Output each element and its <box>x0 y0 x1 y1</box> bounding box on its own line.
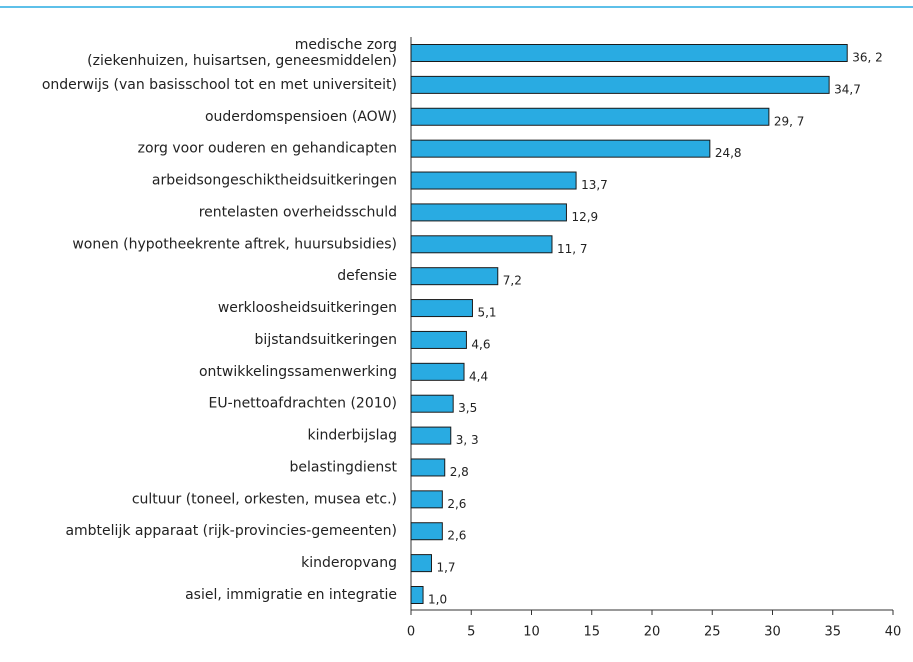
value-label: 4,4 <box>469 369 488 383</box>
value-label: 29, 7 <box>774 114 805 128</box>
value-label: 2,6 <box>447 529 466 543</box>
x-tick-label: 40 <box>885 625 902 640</box>
x-tick-label: 20 <box>644 625 661 640</box>
bar <box>410 139 711 158</box>
category-label: belastingdienst <box>290 459 398 475</box>
category-label: ouderdomspensioen (AOW) <box>205 109 397 125</box>
bar <box>410 235 553 254</box>
category-label: zorg voor ouderen en gehandicapten <box>138 141 397 157</box>
category-label: kinderopvang <box>301 555 397 571</box>
bar <box>410 394 454 413</box>
bar <box>410 490 443 509</box>
category-label: defensie <box>337 268 397 284</box>
value-label: 12,9 <box>571 210 598 224</box>
bar <box>410 44 848 62</box>
bar <box>410 299 473 318</box>
bar <box>410 171 577 190</box>
category-label: rentelasten overheidsschuld <box>199 204 397 220</box>
value-label: 36, 2 <box>852 51 883 65</box>
x-tick-label: 25 <box>704 625 721 640</box>
category-label: medische zorg (ziekenhuizen, huisartsen, … <box>87 37 397 69</box>
value-label: 2,8 <box>450 465 469 479</box>
value-label: 13,7 <box>581 178 608 192</box>
value-label: 4,6 <box>471 337 490 351</box>
x-tick-label: 5 <box>467 625 475 640</box>
bar <box>410 554 432 573</box>
value-label: 2,6 <box>447 497 466 511</box>
value-label: 3,5 <box>458 401 477 415</box>
x-tick-label: 0 <box>407 625 415 640</box>
category-label: EU-nettoafdrachten (2010) <box>209 396 397 412</box>
bar <box>410 522 443 541</box>
x-tick-label: 35 <box>824 625 841 640</box>
category-label: cultuur (toneel, orkesten, musea etc.) <box>132 491 397 507</box>
bar <box>410 267 499 286</box>
bar <box>410 362 465 381</box>
bar <box>410 586 424 604</box>
value-label: 1,7 <box>436 561 455 575</box>
value-label: 24,8 <box>715 146 742 160</box>
x-tick-label: 10 <box>523 625 540 640</box>
category-label: asiel, immigratie en integratie <box>185 587 397 603</box>
bar <box>410 426 452 445</box>
value-label: 7,2 <box>503 274 522 288</box>
bar <box>410 107 770 126</box>
category-label: onderwijs (van basisschool tot en met un… <box>42 77 397 93</box>
category-label: bijstandsuitkeringen <box>255 332 397 348</box>
x-tick-label: 30 <box>764 625 781 640</box>
bar <box>410 75 830 94</box>
value-label: 3, 3 <box>456 433 479 447</box>
category-label: arbeidsongeschiktheidsuitkeringen <box>152 173 397 189</box>
value-label: 1,0 <box>428 593 447 607</box>
bar <box>410 203 567 222</box>
bar <box>410 458 446 477</box>
x-tick-label: 15 <box>583 625 600 640</box>
category-label: ambtelijk apparaat (rijk-provincies-geme… <box>65 523 397 539</box>
category-label: werkloosheidsuitkeringen <box>218 300 397 316</box>
bar <box>410 330 467 349</box>
value-label: 5,1 <box>477 306 496 320</box>
category-label: wonen (hypotheekrente aftrek, huursubsid… <box>72 236 397 252</box>
category-label: ontwikkelingssamenwerking <box>199 364 397 380</box>
value-label: 34,7 <box>834 82 861 96</box>
value-label: 11, 7 <box>557 242 588 256</box>
category-label: kinderbijslag <box>308 428 397 444</box>
